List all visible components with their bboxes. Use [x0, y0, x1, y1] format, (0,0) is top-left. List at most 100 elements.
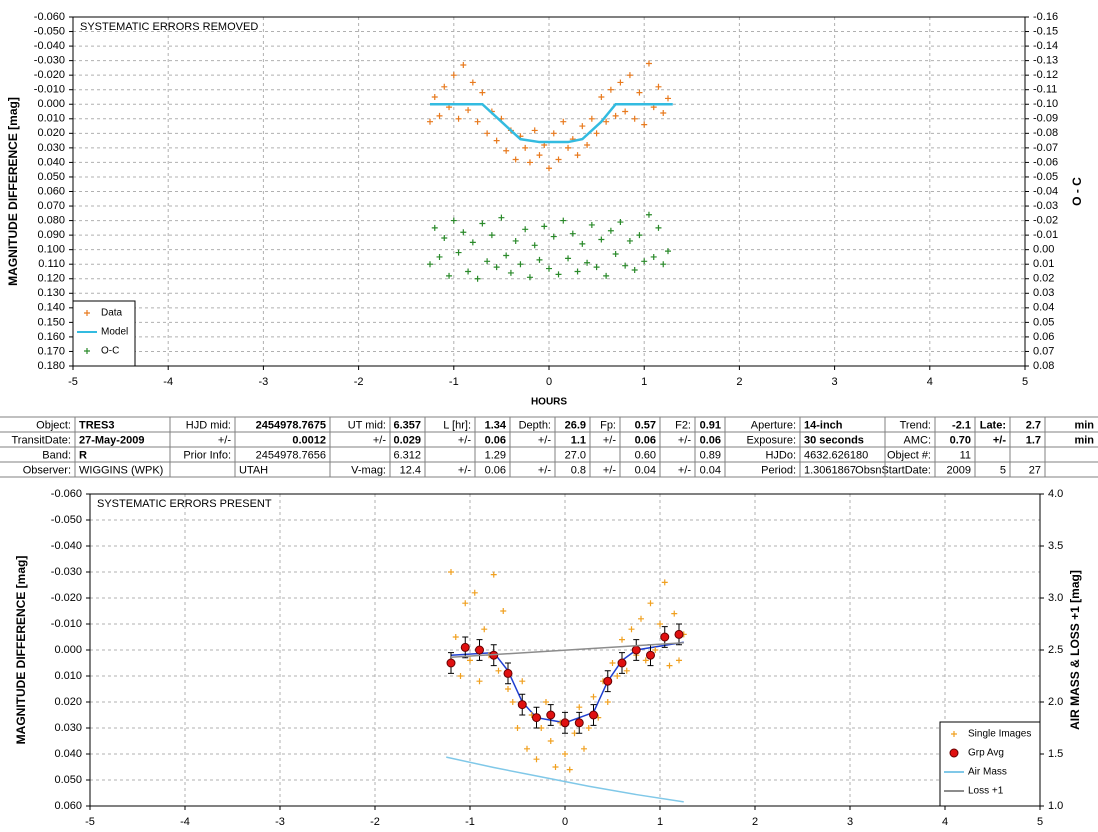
- y-tick-label: -0.040: [51, 540, 82, 552]
- data-point: [531, 127, 538, 134]
- table-cell: 0.91: [700, 419, 721, 431]
- table-cell: +/-: [603, 464, 616, 476]
- data-point: [642, 657, 649, 664]
- y-tick-label: 0.040: [37, 156, 65, 168]
- data-point: [666, 662, 673, 669]
- data-point: [636, 232, 643, 239]
- data-point: [465, 107, 472, 114]
- legend-symbol: [951, 731, 957, 737]
- data-point: [671, 610, 678, 617]
- y-tick-label: 0.020: [37, 127, 65, 139]
- data-point: [462, 600, 469, 607]
- table-cell: 0.029: [393, 434, 421, 446]
- data-point: [460, 642, 470, 652]
- table-cell: 1.3061867: [804, 464, 856, 476]
- data-point: [609, 660, 616, 666]
- x-axis-label: HOURS: [531, 397, 567, 408]
- table-cell: min: [1074, 434, 1094, 446]
- table-cell: 1.29: [485, 449, 506, 461]
- x-tick-label: 2: [752, 816, 758, 828]
- table-cell: 0.0012: [292, 434, 326, 446]
- data-point: [446, 272, 453, 279]
- x-tick-label: 1: [657, 816, 663, 828]
- data-point: [626, 72, 633, 79]
- data-point: [467, 657, 473, 664]
- y2-tick-label: -0.13: [1033, 55, 1058, 67]
- data-point: [488, 232, 495, 239]
- y-tick-label: -0.010: [34, 84, 65, 96]
- y-tick-label: 0.120: [37, 273, 65, 285]
- data-point: [505, 686, 511, 692]
- y2-tick-label: -0.01: [1033, 229, 1058, 241]
- y2-tick-label: 0.04: [1033, 302, 1054, 314]
- table-cell: +/-: [603, 434, 616, 446]
- data-point: [460, 61, 467, 68]
- data-point: [622, 262, 629, 269]
- data-point: [576, 704, 583, 711]
- data-point: [565, 144, 572, 151]
- y-tick-label: 0.110: [38, 258, 65, 270]
- data-point: [541, 223, 548, 230]
- y2-tick-label: -0.07: [1033, 142, 1058, 154]
- data-point: [614, 673, 621, 679]
- y-tick-label: 0.030: [54, 722, 82, 734]
- data-point: [524, 745, 530, 752]
- legend-label: Single Images: [968, 729, 1031, 740]
- y2-tick-label: 1.5: [1048, 748, 1063, 760]
- table-cell: 27: [1029, 464, 1041, 476]
- y-tick-label: 0.010: [54, 670, 82, 682]
- data-point: [560, 718, 570, 728]
- data-point: [536, 256, 543, 263]
- data-point: [603, 676, 613, 686]
- data-point: [455, 115, 462, 122]
- y2-tick-label: 0.06: [1033, 331, 1054, 343]
- table-cell: +/-: [993, 434, 1006, 446]
- x-tick-label: -4: [163, 376, 173, 388]
- y2-tick-label: -0.04: [1033, 185, 1058, 197]
- data-point: [441, 235, 448, 242]
- table-cell: 12.4: [400, 464, 421, 476]
- data-point: [612, 112, 619, 119]
- data-point: [427, 261, 433, 268]
- data-point: [555, 156, 562, 163]
- x-tick-label: -5: [68, 376, 78, 388]
- x-tick-label: -1: [465, 816, 475, 828]
- data-point: [652, 647, 659, 653]
- y2-tick-label: -0.08: [1033, 127, 1058, 139]
- data-point: [628, 626, 635, 633]
- y2-tick-label: 0.00: [1033, 244, 1054, 256]
- x-tick-label: -2: [370, 816, 380, 828]
- data-point: [626, 237, 633, 244]
- y2-tick-label: -0.14: [1033, 40, 1058, 52]
- data-point: [676, 657, 682, 664]
- data-point: [500, 608, 507, 614]
- table-cell: WIGGINS (WPK): [79, 464, 163, 476]
- data-point: [588, 221, 595, 228]
- data-point: [427, 118, 433, 125]
- data-point: [431, 224, 438, 231]
- y-tick-label: -0.060: [51, 488, 82, 500]
- data-point: [495, 667, 502, 674]
- data-point: [474, 275, 481, 282]
- table-cell: 0.06: [485, 434, 506, 446]
- y2-axis-label: AIR MASS & LOSS +1 [mag]: [1068, 570, 1082, 730]
- x-tick-label: -3: [259, 376, 269, 388]
- y2-tick-label: -0.06: [1033, 156, 1058, 168]
- x-tick-label: 4: [942, 816, 948, 828]
- data-point: [565, 255, 572, 262]
- data-point: [574, 718, 584, 728]
- data-point: [546, 710, 556, 720]
- data-point: [457, 673, 464, 679]
- table-cell: 1.34: [485, 419, 507, 431]
- table-cell: TransitDate:: [11, 434, 71, 446]
- legend-symbol: [949, 748, 959, 758]
- y2-tick-label: 0.03: [1033, 287, 1054, 299]
- table-cell: Late:: [980, 419, 1006, 431]
- y-tick-label: 0.000: [37, 98, 65, 110]
- data-point: [650, 253, 657, 260]
- table-cell: 0.06: [700, 434, 721, 446]
- table-cell: TRES3: [79, 419, 114, 431]
- data-point: [562, 751, 568, 757]
- data-point: [476, 678, 483, 685]
- table-cell: Fp:: [600, 419, 616, 431]
